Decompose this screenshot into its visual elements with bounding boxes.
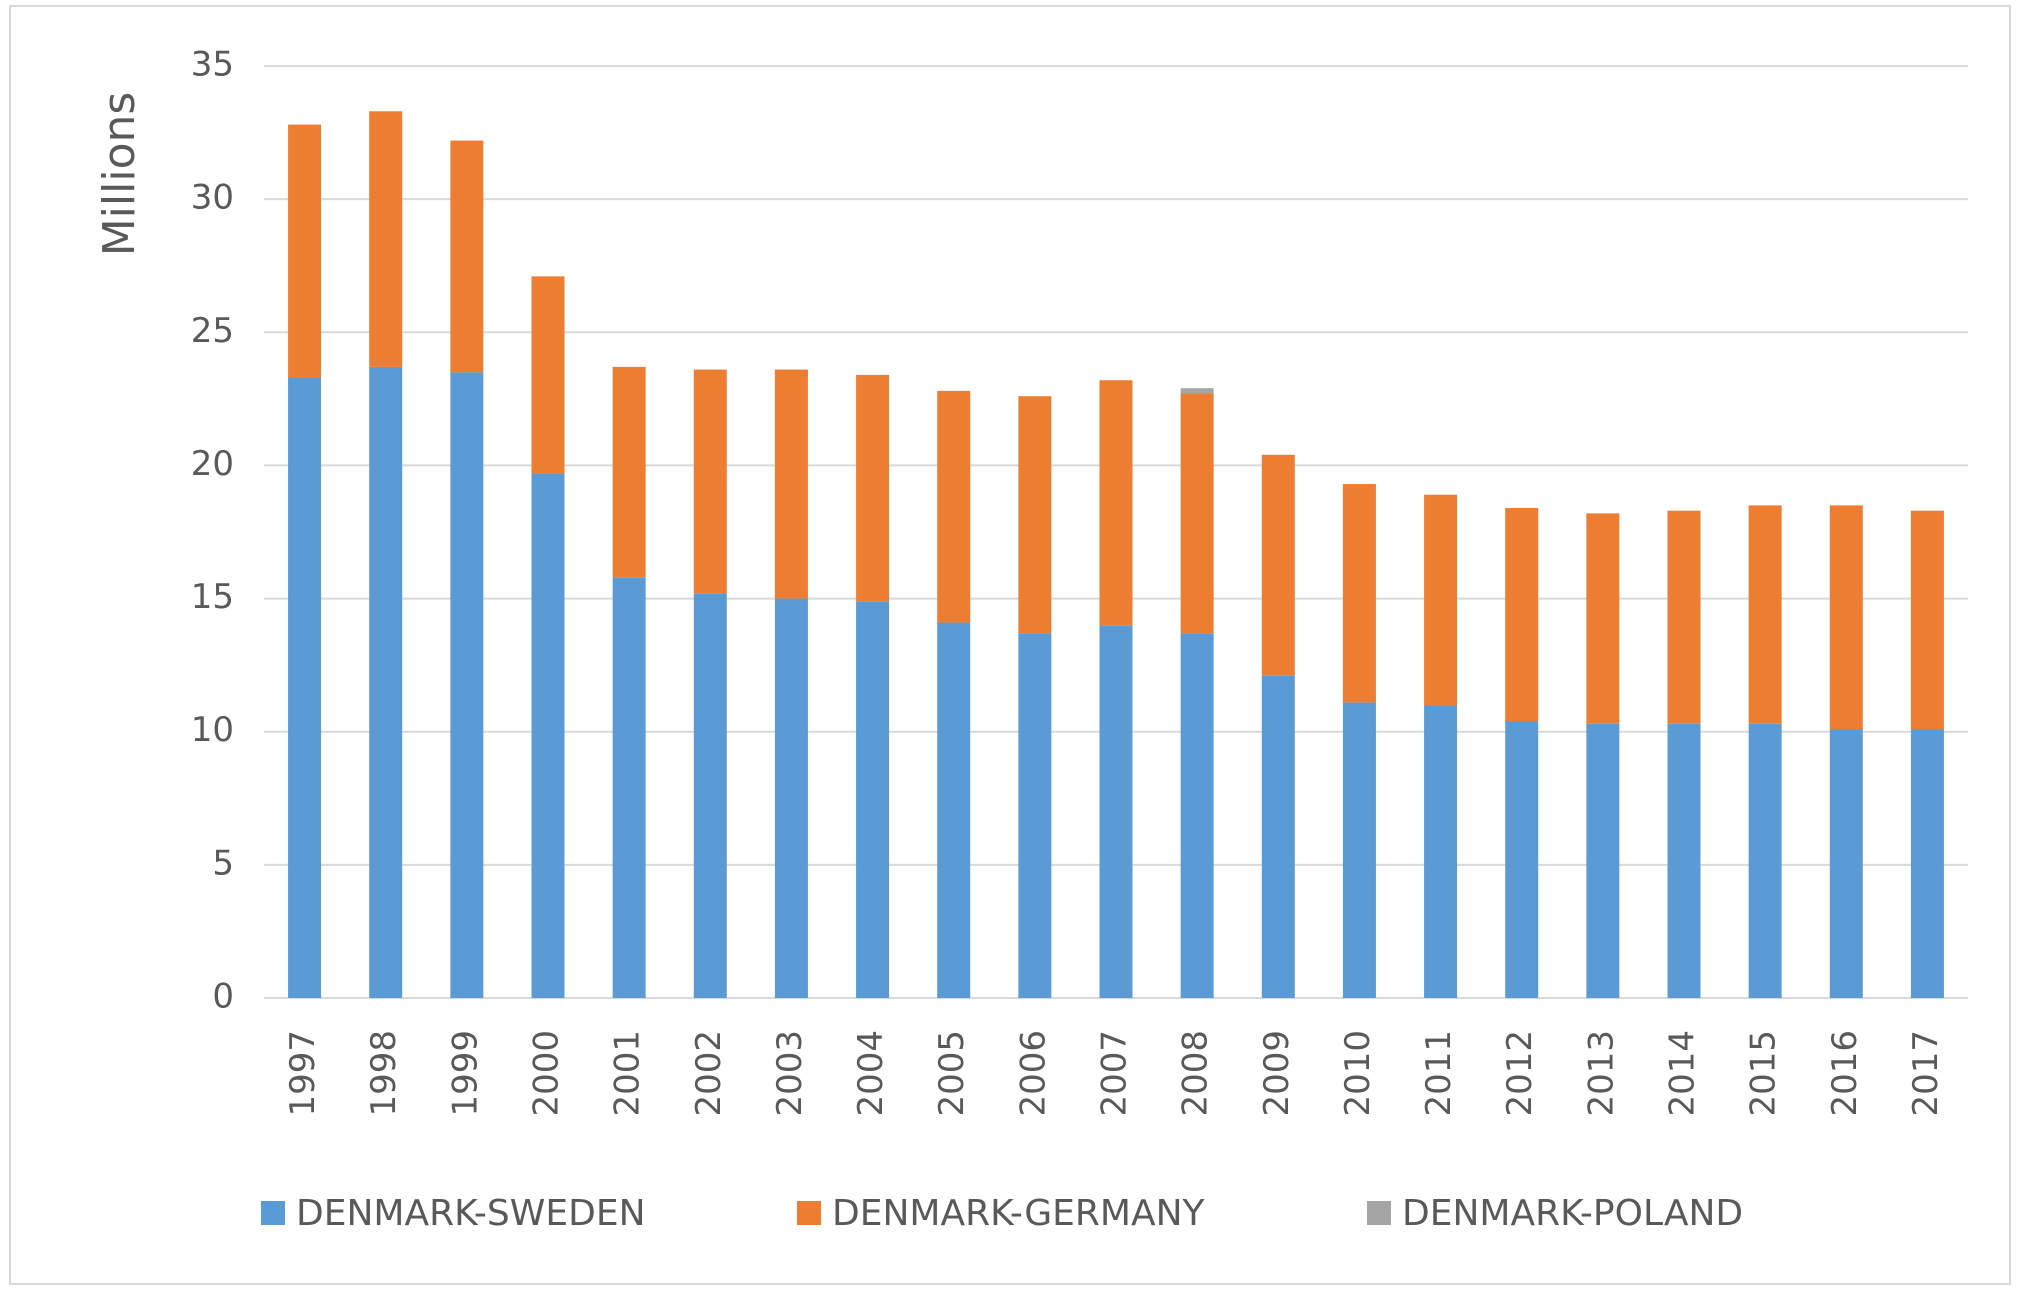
bar-segment [774, 369, 808, 599]
x-tick-label: 1999 [445, 1030, 485, 1117]
bar-segment [1505, 721, 1539, 998]
x-tick-label: 2013 [1581, 1030, 1621, 1117]
y-tick-label: 25 [191, 311, 234, 351]
bar-segment [856, 601, 890, 998]
x-tick-label: 2009 [1257, 1030, 1297, 1117]
x-tick-label: 2000 [527, 1030, 567, 1117]
bar-segment [693, 369, 727, 594]
y-tick-label: 20 [191, 444, 234, 484]
bar-segment [1667, 510, 1701, 724]
bar-segment [856, 374, 890, 602]
bar-segment [774, 598, 808, 998]
bar-segment [937, 622, 971, 998]
legend-label: DENMARK-POLAND [1402, 1193, 1743, 1234]
x-tick-label: 2002 [689, 1030, 729, 1117]
bar-segment [1180, 388, 1214, 394]
y-tick-label: 30 [191, 178, 234, 218]
bar-segment [1342, 702, 1376, 998]
bar-segment [288, 124, 322, 378]
bar-segment [288, 377, 322, 998]
bar-segment [1018, 396, 1052, 634]
y-tick-label: 0 [212, 977, 234, 1017]
bar-segment [531, 473, 565, 999]
x-tick-label: 2012 [1500, 1030, 1540, 1117]
y-tick-label: 5 [212, 843, 234, 883]
bar-segment [1180, 633, 1214, 998]
y-tick-label: 15 [191, 577, 234, 617]
bar-segment [1261, 675, 1295, 998]
bar-segment [1505, 508, 1539, 722]
x-tick-label: 1997 [283, 1030, 323, 1117]
bar-segment [1586, 723, 1620, 998]
x-tick-label: 2003 [770, 1030, 810, 1117]
x-tick-label: 2010 [1338, 1030, 1378, 1117]
x-tick-label: 2015 [1744, 1030, 1784, 1117]
bar-segment [1424, 705, 1458, 998]
bar-segment [450, 372, 484, 998]
x-tick-label: 2014 [1663, 1030, 1703, 1117]
x-tick-label: 2001 [608, 1030, 648, 1117]
bar-segment [1018, 633, 1052, 998]
legend-label: DENMARK-GERMANY [832, 1193, 1206, 1234]
x-tick-label: 2006 [1013, 1030, 1053, 1117]
bar-segment [1829, 729, 1863, 998]
legend-label: DENMARK-SWEDEN [296, 1193, 646, 1234]
y-tick-label: 35 [191, 45, 234, 85]
bar-segment [1586, 513, 1620, 724]
bar-segment [1667, 723, 1701, 998]
bar-segment [612, 577, 646, 998]
bar-segment [1099, 380, 1133, 626]
legend-swatch [797, 1201, 821, 1225]
bar-segment [531, 276, 565, 474]
bar-segment [612, 366, 646, 578]
bar-segment [369, 366, 403, 999]
bar-segment [1748, 505, 1782, 724]
bar-segment [1829, 505, 1863, 730]
x-tick-label: 2007 [1095, 1030, 1135, 1117]
bar-segment [1424, 494, 1458, 706]
bar-segment [937, 390, 971, 623]
legend-swatch [1367, 1201, 1391, 1225]
bar-segment [1342, 484, 1376, 703]
bar-segment [450, 140, 484, 373]
y-axis-label: Millions [94, 92, 145, 257]
x-tick-label: 2005 [932, 1030, 972, 1117]
x-tick-label: 2008 [1176, 1030, 1216, 1117]
x-tick-label: 2004 [851, 1030, 891, 1117]
bar-segment [1180, 393, 1214, 634]
x-tick-label: 2016 [1825, 1030, 1865, 1117]
y-tick-label: 10 [191, 710, 234, 750]
bar-segment [1261, 454, 1295, 676]
bar-segment [693, 593, 727, 998]
bar-segment [1099, 625, 1133, 998]
x-tick-label: 2011 [1419, 1030, 1459, 1117]
x-tick-label: 2017 [1906, 1030, 1946, 1117]
legend-swatch [261, 1201, 285, 1225]
bar-segment [1748, 723, 1782, 998]
bar-segment [1910, 729, 1944, 998]
x-tick-label: 1998 [364, 1030, 404, 1117]
bar-segment [369, 111, 403, 367]
bar-segment [1910, 510, 1944, 730]
